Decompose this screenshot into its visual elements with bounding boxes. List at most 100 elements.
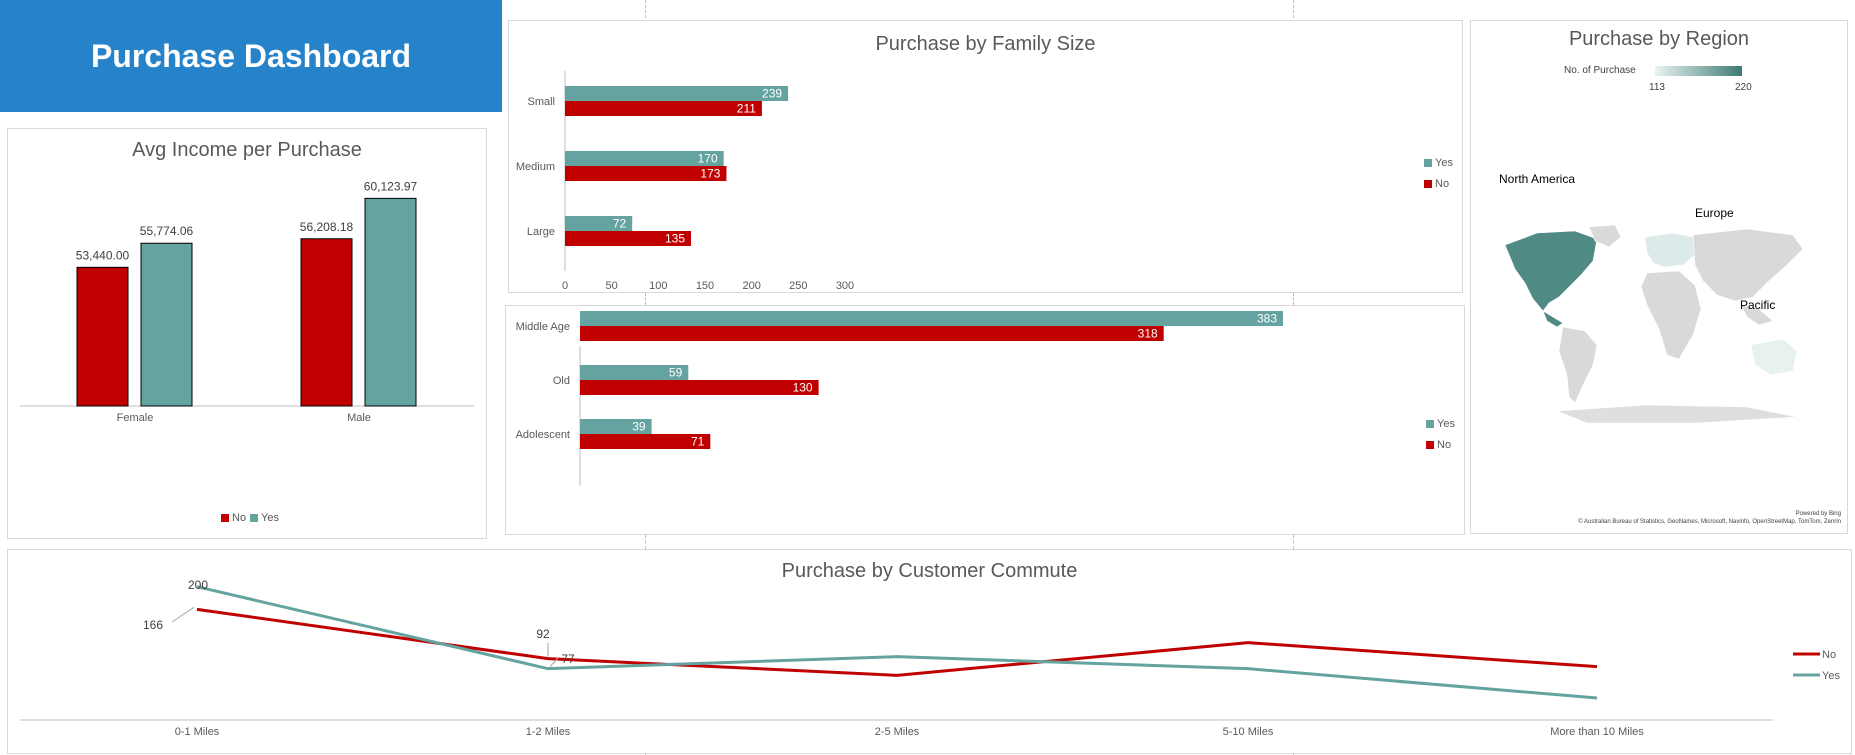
- family-chart-panel[interactable]: Purchase by Family Size 239 211 Small 170 17…: [508, 20, 1463, 293]
- region-map-title: Purchase by Region: [1568, 28, 1750, 50]
- legend-swatch-no: [1426, 441, 1434, 449]
- map-region-asia: [1692, 228, 1804, 302]
- map-region-antarctica: [1556, 404, 1798, 424]
- data-label: 39: [632, 420, 646, 434]
- legend-label-no: No: [232, 512, 247, 524]
- data-label-yes-0: 200: [188, 578, 208, 592]
- legend-swatch-yes: [1424, 159, 1432, 167]
- map-region-europe: [1644, 232, 1696, 268]
- commute-chart-panel[interactable]: Purchase by Customer Commute 0-1 Miles 1-…: [7, 549, 1852, 754]
- age-chart-panel[interactable]: Puchase by Customer Age Bracket 383318Mi…: [505, 305, 1465, 535]
- dashboard-title: Purchase Dashboard: [90, 37, 412, 74]
- income-legend-yes: Yes: [250, 512, 279, 524]
- legend-swatch-no: [221, 514, 229, 522]
- category-label: Medium: [516, 161, 555, 173]
- legend-label-yes: Yes: [1435, 157, 1453, 169]
- leader-line: [171, 606, 195, 623]
- category-label: 2-5 Miles: [875, 726, 920, 738]
- bar-no-middle-age: [580, 326, 1164, 341]
- tick-label: 300: [836, 280, 854, 292]
- data-label: 239: [762, 87, 782, 101]
- guide-line: [645, 293, 646, 305]
- legend-label-yes: Yes: [261, 512, 279, 524]
- guide-line: [1293, 293, 1294, 305]
- bar-no-adolescent: [580, 434, 711, 449]
- region-legend-title: No. of Purchase: [1564, 65, 1636, 76]
- map-region-africa: [1640, 270, 1702, 360]
- leader-line: [549, 657, 559, 668]
- family-legend-no: No: [1424, 178, 1449, 190]
- legend-swatch-yes: [250, 514, 258, 522]
- map-region-greenland: [1588, 225, 1622, 248]
- category-label: Male: [347, 412, 371, 424]
- data-label: 173: [700, 167, 720, 181]
- data-label-yes-1: 77: [561, 652, 575, 666]
- legend-label-no: No: [1435, 178, 1450, 190]
- bar-no-female: [76, 266, 129, 407]
- dashboard-title-banner: Purchase Dashboard: [0, 0, 502, 112]
- bar-yes-old: [580, 365, 689, 380]
- category-label: Old: [553, 375, 570, 387]
- data-label-no-0: 166: [143, 618, 163, 632]
- data-label-no-1: 92: [536, 627, 550, 641]
- category-label: Adolescent: [516, 429, 570, 441]
- region-legend-gradient: [1655, 66, 1742, 76]
- guide-line: [1293, 535, 1294, 549]
- income-chart: 53,440.00 55,774.06 Female 56,208.18 60,123.…: [20, 179, 474, 424]
- map-region-south-america: [1558, 326, 1598, 404]
- category-label: Large: [527, 226, 555, 238]
- category-label: Middle Age: [516, 321, 570, 333]
- income-chart-title: Avg Income per Purchase: [132, 139, 362, 161]
- tick-label: 250: [789, 280, 807, 292]
- age-legend-no: No: [1426, 439, 1451, 451]
- bar-yes-male: [364, 197, 417, 407]
- region-legend-max: 220: [1735, 82, 1752, 93]
- region-legend-min: 113: [1649, 82, 1665, 93]
- data-label: 211: [737, 102, 756, 116]
- region-label-europe: Europe: [1695, 206, 1734, 220]
- income-chart-panel[interactable]: Avg Income per Purchase 53,440.00 55,774.…: [7, 128, 487, 539]
- legend-swatch-no: [1424, 180, 1432, 188]
- family-chart-title: Purchase by Family Size: [875, 33, 1096, 55]
- bar-yes-female: [140, 242, 193, 407]
- bar-no-medium: [565, 166, 727, 181]
- data-label: 383: [1257, 312, 1277, 326]
- data-label: 72: [613, 217, 627, 231]
- guide-line: [645, 535, 646, 549]
- category-label: 0-1 Miles: [175, 726, 220, 738]
- category-label: More than 10 Miles: [1550, 726, 1644, 738]
- bar-yes-small: [565, 86, 789, 101]
- data-label: 170: [698, 152, 718, 166]
- tick-label: 200: [742, 280, 760, 292]
- data-label: 135: [665, 232, 685, 246]
- tick-label: 100: [649, 280, 667, 292]
- tick-label: 150: [696, 280, 714, 292]
- data-label: 59: [669, 366, 683, 380]
- legend-swatch-yes: [1426, 420, 1434, 428]
- bar-no-large: [565, 231, 691, 246]
- region-map-panel[interactable]: Purchase by Region No. of Purchase 113 2…: [1470, 20, 1848, 534]
- bar-no-male: [300, 238, 353, 407]
- line-series-no: [196, 607, 1598, 677]
- line-series-yes: [196, 585, 1598, 700]
- age-legend-yes: Yes: [1426, 418, 1455, 430]
- category-label: Female: [117, 412, 154, 424]
- region-label-north-america: North America: [1499, 172, 1576, 186]
- map-region-north-america: [1504, 230, 1598, 312]
- region-label-pacific: Pacific: [1740, 298, 1776, 312]
- tick-label: 0: [562, 280, 568, 292]
- legend-label-yes: Yes: [1822, 670, 1840, 682]
- legend-label-no: No: [1822, 649, 1836, 661]
- income-legend-no: No: [221, 512, 246, 524]
- tick-label: 50: [606, 280, 618, 292]
- bar-yes-large: [565, 216, 633, 231]
- legend-label-no: No: [1437, 439, 1452, 451]
- data-label: 55,774.06: [140, 224, 194, 238]
- family-legend-yes: Yes: [1424, 157, 1453, 169]
- data-label: 60,123.97: [364, 179, 418, 193]
- commute-chart-title: Purchase by Customer Commute: [781, 560, 1078, 582]
- bar-yes-middle-age: [580, 311, 1283, 326]
- data-label: 71: [691, 435, 705, 449]
- guide-line: [645, 0, 646, 18]
